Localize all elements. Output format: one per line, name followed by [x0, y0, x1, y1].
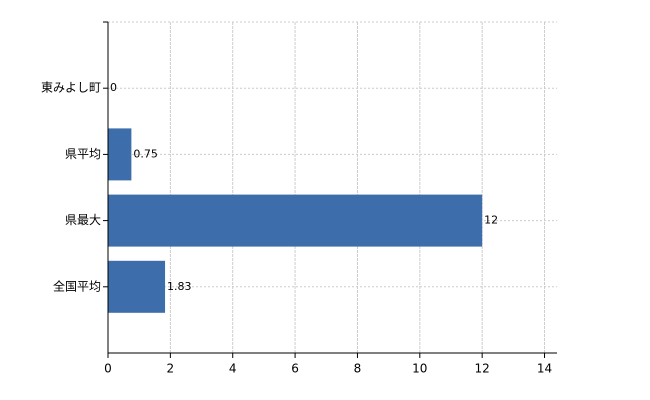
x-tick-label: 4 — [229, 362, 237, 376]
bar — [108, 194, 483, 247]
x-tick-label: 6 — [291, 362, 299, 376]
value-label: 12 — [484, 214, 498, 227]
value-label: 0 — [110, 81, 117, 94]
y-tick-label: 全国平均 — [53, 278, 101, 293]
x-tick-label: 2 — [167, 362, 175, 376]
bar — [108, 260, 166, 313]
bar — [108, 128, 132, 181]
y-tick-label: 県平均 — [65, 147, 101, 161]
x-tick-label: 12 — [475, 362, 490, 376]
x-tick-label: 8 — [354, 362, 362, 376]
value-label: 1.83 — [167, 280, 192, 293]
x-tick-label: 0 — [104, 362, 112, 376]
y-tick-label: 東みよし町 — [41, 81, 101, 95]
value-label: 0.75 — [133, 147, 158, 160]
y-tick-label: 県最大 — [65, 213, 101, 227]
x-tick-label: 14 — [537, 362, 552, 376]
x-tick-label: 10 — [412, 362, 427, 376]
